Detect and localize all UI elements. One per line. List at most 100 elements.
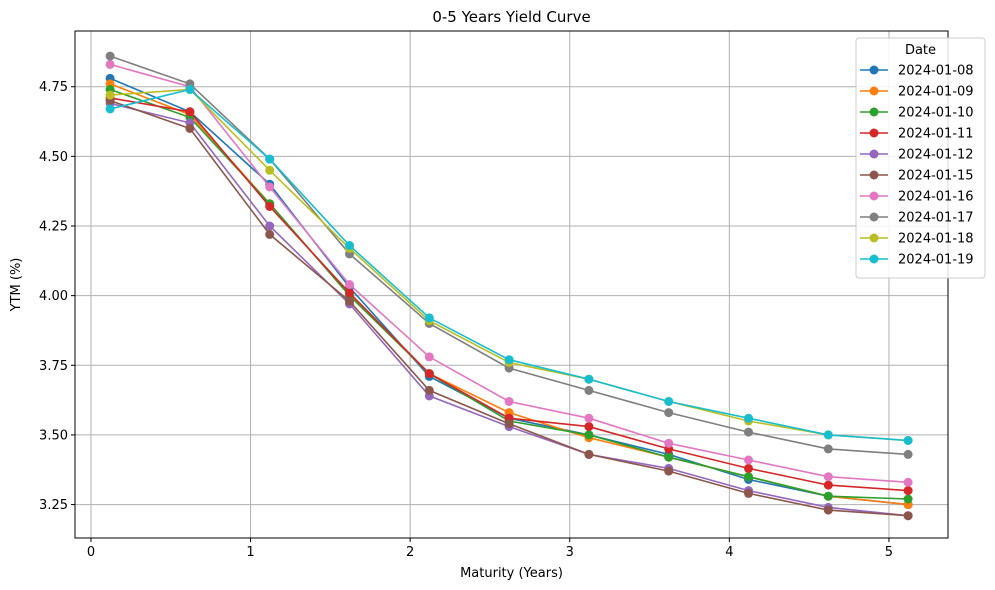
legend-marker xyxy=(869,191,879,201)
legend-label: 2024-01-16 xyxy=(898,190,974,205)
legend-label: 2024-01-09 xyxy=(898,85,974,100)
legend-entry: 2024-01-16 xyxy=(860,190,974,205)
y-tick-label: 3.25 xyxy=(39,498,68,513)
legend-marker xyxy=(869,254,879,264)
data-point xyxy=(903,511,913,521)
data-point xyxy=(504,397,514,406)
data-point xyxy=(823,491,833,501)
data-point xyxy=(823,505,833,515)
data-point xyxy=(584,374,594,384)
data-point xyxy=(105,59,115,69)
legend-entry: 2024-01-08 xyxy=(860,64,974,79)
series-lines xyxy=(105,51,913,521)
legend-entry: 2024-01-15 xyxy=(860,169,974,184)
data-point xyxy=(265,154,275,164)
data-point xyxy=(744,488,753,498)
legend-marker xyxy=(869,170,879,180)
legend-entries: 2024-01-08 2024-01-09 2024-01-10 2024-01-11… xyxy=(860,64,974,268)
legend-label: 2024-01-08 xyxy=(898,64,974,79)
data-point xyxy=(504,419,514,429)
y-axis-ticks: 3.25 3.50 3.75 4.00 4.25 4.50 4.75 xyxy=(39,80,75,513)
x-tick-label: 4 xyxy=(725,545,733,560)
data-point xyxy=(823,472,833,482)
data-point xyxy=(424,369,434,379)
series-2024-01-15 xyxy=(105,96,913,521)
data-point xyxy=(265,221,275,231)
data-point xyxy=(265,202,275,211)
data-point xyxy=(265,182,275,192)
legend-entry: 2024-01-11 xyxy=(860,127,974,142)
plot-area-frame xyxy=(74,30,949,539)
data-point xyxy=(664,408,674,418)
x-axis-ticks: 0 1 2 3 4 5 xyxy=(87,538,893,560)
x-tick-label: 3 xyxy=(566,545,574,560)
data-point xyxy=(105,104,115,114)
data-point xyxy=(424,313,434,323)
data-point xyxy=(664,438,674,448)
legend-entry: 2024-01-17 xyxy=(860,211,974,226)
legend-label: 2024-01-15 xyxy=(898,169,974,184)
y-tick-label: 4.50 xyxy=(39,150,68,165)
y-axis-label: YTM (%) xyxy=(9,258,24,313)
y-tick-label: 4.25 xyxy=(39,220,68,235)
data-point xyxy=(105,51,115,61)
y-tick-label: 3.50 xyxy=(39,428,68,443)
data-point xyxy=(424,352,434,362)
data-point xyxy=(584,422,594,432)
data-point xyxy=(345,241,354,250)
data-point xyxy=(265,165,275,175)
data-point xyxy=(744,463,753,473)
data-point xyxy=(584,449,594,459)
legend-entry: 2024-01-19 xyxy=(860,253,974,268)
legend-label: 2024-01-10 xyxy=(898,106,974,121)
legend-label: 2024-01-17 xyxy=(898,211,974,226)
data-point xyxy=(823,430,833,440)
legend-marker xyxy=(869,107,879,117)
series-2024-01-19 xyxy=(105,85,913,445)
data-point xyxy=(105,90,115,100)
legend-marker xyxy=(869,86,879,96)
legend-entry: 2024-01-12 xyxy=(860,148,974,163)
legend-label: 2024-01-19 xyxy=(898,253,974,268)
x-axis-label: Maturity (Years) xyxy=(460,566,563,581)
chart-title: 0-5 Years Yield Curve xyxy=(432,8,590,26)
data-point xyxy=(584,430,594,440)
x-tick-label: 0 xyxy=(87,545,95,560)
data-point xyxy=(265,229,275,239)
y-tick-label: 4.00 xyxy=(39,289,68,304)
legend-label: 2024-01-18 xyxy=(898,232,974,247)
data-point xyxy=(664,452,674,462)
data-point xyxy=(823,444,833,454)
x-tick-label: 5 xyxy=(885,545,893,560)
data-point xyxy=(504,355,514,365)
data-point xyxy=(185,107,195,117)
data-point xyxy=(903,436,913,445)
x-tick-label: 2 xyxy=(406,545,414,560)
data-point xyxy=(584,413,594,423)
data-point xyxy=(903,486,913,496)
legend-entry: 2024-01-10 xyxy=(860,106,974,121)
legend-label: 2024-01-12 xyxy=(898,148,974,163)
data-point xyxy=(185,85,195,94)
data-point xyxy=(584,385,594,395)
y-tick-label: 4.75 xyxy=(39,80,68,95)
legend-marker xyxy=(869,65,879,75)
legend-title: Date xyxy=(905,43,936,58)
data-point xyxy=(823,480,833,490)
legend-marker xyxy=(869,149,879,159)
y-tick-label: 3.75 xyxy=(39,359,68,374)
data-point xyxy=(744,472,753,482)
data-point xyxy=(903,449,913,459)
legend-entry: 2024-01-18 xyxy=(860,232,974,247)
legend: Date 2024-01-082024-01-092024-01-102024-… xyxy=(855,37,986,279)
data-point xyxy=(903,477,913,487)
data-point xyxy=(345,296,354,306)
legend-box xyxy=(855,37,986,279)
x-tick-label: 1 xyxy=(246,545,254,560)
legend-marker xyxy=(869,128,879,138)
legend-entry: 2024-01-09 xyxy=(860,85,974,100)
data-point xyxy=(903,494,913,504)
